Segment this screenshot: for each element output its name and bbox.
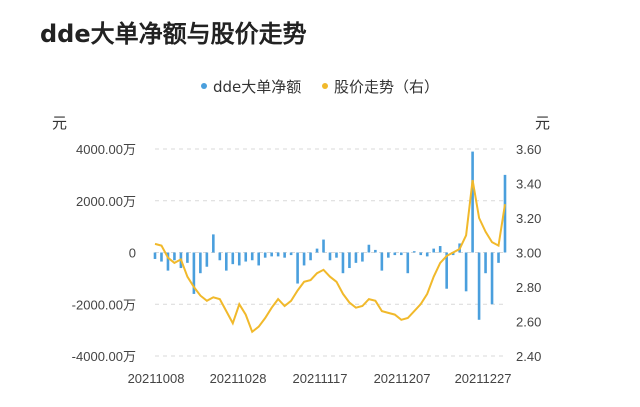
dde-bar — [432, 248, 436, 253]
legend-label-dde: dde大单净额 — [212, 78, 302, 96]
price-line — [154, 179, 506, 334]
left-axis-unit: 元 — [52, 114, 67, 132]
legend-item-price[interactable]: 股价走势（右） — [322, 76, 439, 97]
dde-bar — [276, 252, 280, 257]
dde-bar — [328, 252, 332, 261]
right-axis-ticks: 3.60 3.40 3.20 3.00 2.80 2.60 2.40 — [516, 142, 541, 364]
dde-bar — [380, 252, 384, 271]
dde-bar — [477, 252, 481, 320]
legend-dot-price — [322, 82, 329, 89]
right-tick-label: 2.40 — [516, 349, 541, 364]
legend-item-dde[interactable]: dde大单净额 — [200, 76, 302, 97]
dde-bar — [445, 252, 448, 289]
right-axis-unit: 元 — [535, 114, 550, 132]
x-tick-label: 20211227 — [455, 371, 512, 386]
dde-bar — [425, 252, 429, 257]
dde-bar — [471, 151, 474, 253]
dde-bar — [374, 249, 377, 253]
dde-bar — [406, 252, 410, 274]
left-axis-ticks: 4000.00万 2000.00万 0 -2000.00万 -4000.00万 — [72, 142, 136, 364]
dde-bar — [212, 234, 215, 253]
dde-bar — [367, 244, 371, 253]
dde-bar — [484, 252, 487, 274]
dde-bar — [341, 252, 345, 274]
dde-bar — [270, 252, 273, 257]
right-tick-label: 3.20 — [516, 211, 541, 226]
dde-bar — [393, 252, 397, 256]
dde-bar — [244, 252, 248, 262]
dde-bar — [250, 252, 254, 261]
dde-bar — [503, 174, 507, 253]
dde-bar — [166, 252, 170, 271]
legend: dde大单净额 股价走势（右） — [0, 76, 640, 97]
left-tick-label: -2000.00万 — [72, 297, 136, 312]
right-tick-label: 3.00 — [516, 246, 541, 261]
chart-title: dde大单净额与股价走势 — [40, 20, 307, 48]
dde-bar — [289, 252, 293, 256]
dde-bar — [173, 252, 176, 261]
dde-bar — [361, 252, 364, 262]
dde-bar — [309, 252, 312, 261]
x-tick-label: 20211117 — [293, 371, 348, 386]
dde-bar — [490, 252, 494, 305]
dde-bar — [296, 252, 299, 284]
bar-series — [153, 151, 507, 320]
dde-bar — [464, 252, 468, 292]
legend-label-price: 股价走势（右） — [334, 78, 440, 96]
dde-bar — [153, 252, 157, 259]
legend-dot-dde — [200, 82, 207, 89]
left-tick-label: 2000.00万 — [76, 194, 136, 209]
dde-bar — [412, 251, 416, 253]
dde-bar — [438, 246, 442, 253]
left-tick-label: 0 — [129, 246, 136, 261]
dde-bar — [354, 252, 358, 263]
dde-bar — [399, 252, 403, 256]
dde-bar — [497, 252, 500, 263]
dde-bar — [315, 248, 319, 253]
right-tick-label: 3.60 — [516, 142, 541, 157]
x-tick-label: 20211008 — [128, 371, 185, 386]
dde-bar — [231, 252, 235, 265]
x-tick-label: 20211028 — [210, 371, 267, 386]
dde-bar — [218, 252, 222, 261]
x-axis-ticks: 20211008 20211028 20211117 20211207 20211227 — [128, 371, 512, 386]
right-tick-label: 3.40 — [516, 177, 541, 192]
x-tick-label: 20211207 — [374, 371, 431, 386]
left-tick-label: -4000.00万 — [72, 349, 136, 364]
dde-bar — [419, 252, 423, 256]
dde-bar — [348, 252, 351, 269]
dde-bar — [192, 252, 196, 294]
right-tick-label: 2.60 — [516, 315, 541, 330]
dde-bar — [199, 252, 202, 274]
left-tick-label: 4000.00万 — [76, 142, 136, 157]
dde-bar — [224, 252, 228, 271]
right-tick-label: 2.80 — [516, 280, 541, 295]
dde-bar — [387, 252, 390, 258]
dde-bar — [302, 252, 306, 266]
dde-bar — [205, 252, 209, 267]
dde-bar — [257, 252, 261, 266]
dde-bar — [322, 239, 325, 253]
dde-bar — [186, 252, 189, 263]
dde-bar — [451, 252, 455, 256]
dde-bar — [263, 252, 267, 258]
dde-bar — [160, 252, 163, 262]
dde-bar — [237, 252, 241, 266]
dde-bar — [283, 252, 286, 258]
dde-bar — [335, 252, 338, 258]
